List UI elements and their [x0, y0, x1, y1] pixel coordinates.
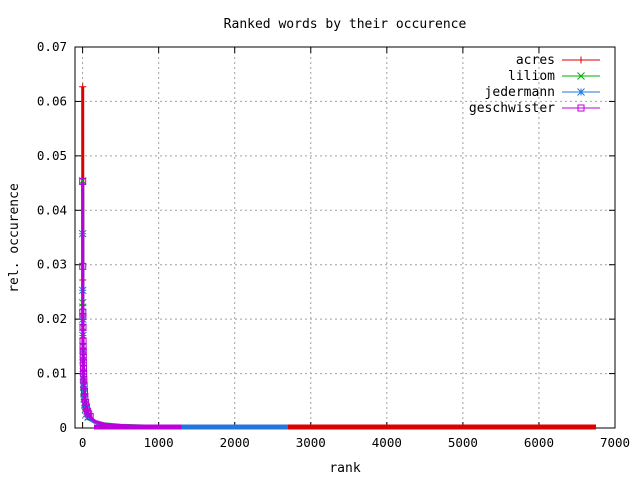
x-tick-label: 7000	[600, 435, 630, 450]
y-tick-label: 0.03	[37, 257, 67, 272]
y-axis-label: rel. occurence	[7, 183, 22, 293]
series-jedermann	[78, 229, 289, 430]
legend-entry: acres	[516, 53, 600, 68]
series-head-line	[81, 86, 597, 430]
legend-entry: liliom	[508, 69, 600, 84]
data-point	[86, 413, 94, 421]
ticks: 0 1000 2000 3000 4000 5000 6000 7000 0 0.01 0.02 0.…	[37, 39, 630, 450]
series-head-line	[81, 233, 289, 429]
legend-label: jedermann	[485, 85, 555, 100]
data-point	[79, 262, 87, 270]
data-point	[79, 308, 87, 316]
data-point	[79, 312, 87, 320]
data-point	[79, 359, 87, 367]
x-tick-label: 2000	[220, 435, 250, 450]
y-tick-label: 0.01	[37, 366, 67, 381]
legend-entry: geschwister	[469, 101, 600, 116]
series-liliom	[78, 177, 182, 430]
y-tick-label: 0.06	[37, 93, 67, 108]
y-tick-label: 0.02	[37, 311, 67, 326]
y-tick-label: 0.04	[37, 202, 67, 217]
x-tick-label: 0	[79, 435, 87, 450]
y-tick-label: 0.07	[37, 39, 67, 54]
data-point	[79, 342, 87, 350]
legend-label: geschwister	[469, 101, 555, 116]
data-point	[80, 376, 88, 384]
data-point	[82, 403, 90, 411]
data-point	[79, 83, 87, 91]
data-point	[79, 348, 87, 356]
x-tick-label: 5000	[448, 435, 478, 450]
data-point	[577, 72, 585, 80]
data-point	[79, 337, 87, 345]
data-point	[79, 353, 87, 361]
x-tick-label: 4000	[372, 435, 402, 450]
data-point	[80, 364, 88, 372]
data-point	[79, 323, 87, 331]
y-tick-label: 0	[59, 420, 67, 435]
series-layer	[78, 83, 597, 430]
legend-entry: jedermann	[485, 85, 600, 100]
series-head-line	[81, 180, 182, 429]
data-point	[80, 370, 88, 378]
legend-label: liliom	[508, 69, 555, 84]
series-geschwister	[79, 177, 182, 430]
data-point	[82, 398, 90, 406]
series-acres	[79, 83, 597, 430]
data-point	[577, 88, 585, 96]
x-tick-label: 6000	[524, 435, 554, 450]
data-point	[81, 388, 89, 396]
data-point	[577, 104, 585, 112]
data-point	[79, 177, 87, 185]
data-point	[577, 56, 585, 64]
x-tick-label: 1000	[144, 435, 174, 450]
x-axis-label: rank	[329, 461, 360, 476]
y-tick-label: 0.05	[37, 148, 67, 163]
chart-title: Ranked words by their occurence	[224, 17, 467, 32]
x-tick-label: 3000	[296, 435, 326, 450]
legend-label: acres	[516, 53, 555, 68]
series-head-line	[81, 181, 182, 429]
